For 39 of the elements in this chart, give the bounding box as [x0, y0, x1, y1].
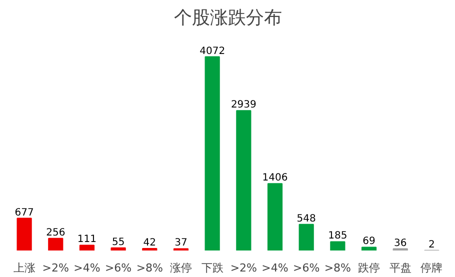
x-tick-label: 停牌: [420, 262, 443, 274]
x-tick-label: 跌停: [358, 262, 380, 274]
data-label: 548: [296, 213, 316, 224]
bar: [79, 244, 95, 250]
data-label: 37: [174, 238, 188, 249]
data-label: 1406: [262, 172, 288, 184]
bar: [204, 56, 220, 250]
data-label: 111: [77, 234, 97, 246]
data-label: 256: [46, 227, 66, 238]
chart-title: 个股涨跌分布: [174, 8, 282, 28]
x-tick-label: >4%: [262, 262, 288, 274]
x-tick-label: >6%: [293, 262, 320, 274]
data-label: 677: [14, 207, 34, 218]
data-label: 36: [394, 238, 407, 249]
bar: [48, 238, 64, 250]
x-tick-label: 上涨: [13, 262, 36, 274]
bar: [330, 241, 346, 250]
x-tick-label: >6%: [104, 262, 132, 274]
x-tick-label: 涨停: [170, 262, 192, 274]
bar: [267, 183, 283, 250]
x-tick-label: >4%: [74, 262, 100, 274]
data-label: 4072: [200, 46, 226, 57]
bar: [236, 110, 252, 250]
data-label: 42: [143, 238, 156, 248]
data-label: 69: [362, 236, 376, 248]
x-tick-label: >8%: [324, 262, 352, 274]
bar: [298, 224, 314, 250]
x-tick-label: 平盘: [389, 262, 412, 274]
data-label: 185: [328, 230, 348, 242]
data-label: 55: [112, 236, 125, 248]
data-label: 2939: [230, 100, 256, 111]
bar: [16, 218, 32, 250]
bar: [361, 246, 377, 250]
x-tick-label: >2%: [230, 262, 258, 274]
data-label: 2: [428, 239, 435, 250]
x-tick-label: 下跌: [201, 262, 224, 274]
bar: [110, 247, 126, 250]
x-tick-label: >2%: [42, 262, 69, 274]
x-tick-label: >8%: [136, 262, 163, 274]
